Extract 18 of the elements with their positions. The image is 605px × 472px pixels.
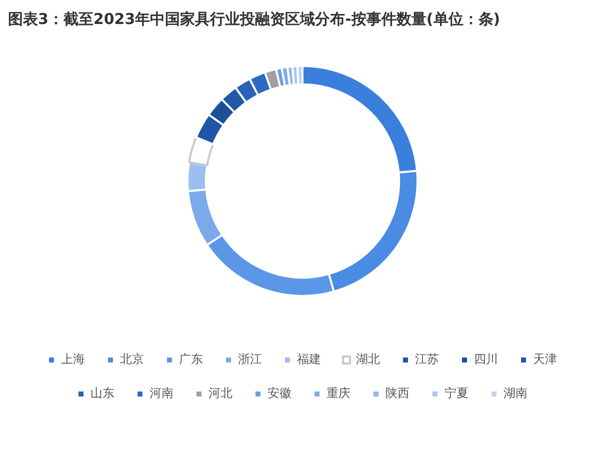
chart-title: 图表3：截至2023年中国家具行业投融资区域分布-按事件数量(单位：条) (8, 10, 500, 29)
legend-label: 安徽 (268, 386, 292, 400)
legend-label: 重庆 (326, 386, 350, 400)
legend-label: 湖南 (504, 386, 528, 400)
legend-label: 山东 (90, 386, 114, 400)
legend-label: 陕西 (386, 386, 410, 400)
legend-label: 四川 (474, 352, 498, 366)
legend-label: 天津 (533, 352, 557, 366)
legend-label: 上海 (61, 352, 85, 366)
legend-label: 江苏 (415, 352, 439, 366)
legend-label: 北京 (120, 352, 144, 366)
legend-label: 浙江 (238, 352, 262, 366)
legend-label: 福建 (297, 352, 321, 366)
legend-label: 广东 (179, 352, 203, 366)
legend-label: 河南 (150, 386, 174, 400)
legend-label: 河北 (208, 386, 232, 400)
legend-label: 宁夏 (444, 386, 468, 400)
legend-label: 湖北 (356, 352, 380, 366)
